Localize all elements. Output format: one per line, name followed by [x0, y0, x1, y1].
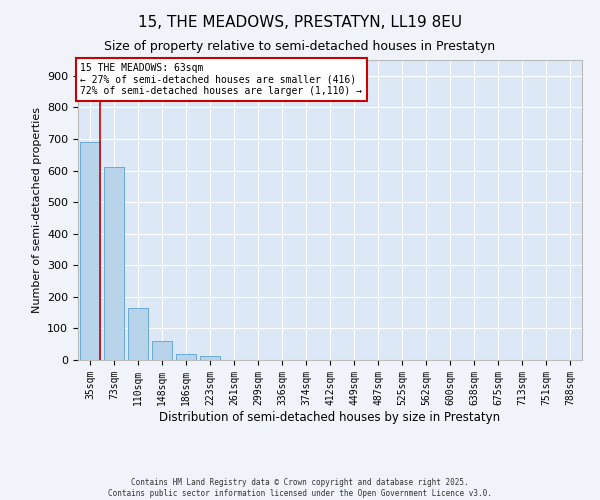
- Bar: [80, 142, 100, 360]
- Y-axis label: Number of semi-detached properties: Number of semi-detached properties: [32, 107, 41, 313]
- Bar: [152, 341, 172, 360]
- Text: Contains HM Land Registry data © Crown copyright and database right 2025.
Contai: Contains HM Land Registry data © Crown c…: [108, 478, 492, 498]
- Text: 15, THE MEADOWS, PRESTATYN, LL19 8EU: 15, THE MEADOWS, PRESTATYN, LL19 8EU: [138, 15, 462, 30]
- Bar: [176, 354, 196, 360]
- Bar: [128, 308, 148, 360]
- Bar: [104, 168, 124, 360]
- Text: Size of property relative to semi-detached houses in Prestatyn: Size of property relative to semi-detach…: [104, 40, 496, 53]
- X-axis label: Distribution of semi-detached houses by size in Prestatyn: Distribution of semi-detached houses by …: [160, 410, 500, 424]
- Text: 15 THE MEADOWS: 63sqm
← 27% of semi-detached houses are smaller (416)
72% of sem: 15 THE MEADOWS: 63sqm ← 27% of semi-deta…: [80, 63, 362, 96]
- Bar: [200, 356, 220, 360]
